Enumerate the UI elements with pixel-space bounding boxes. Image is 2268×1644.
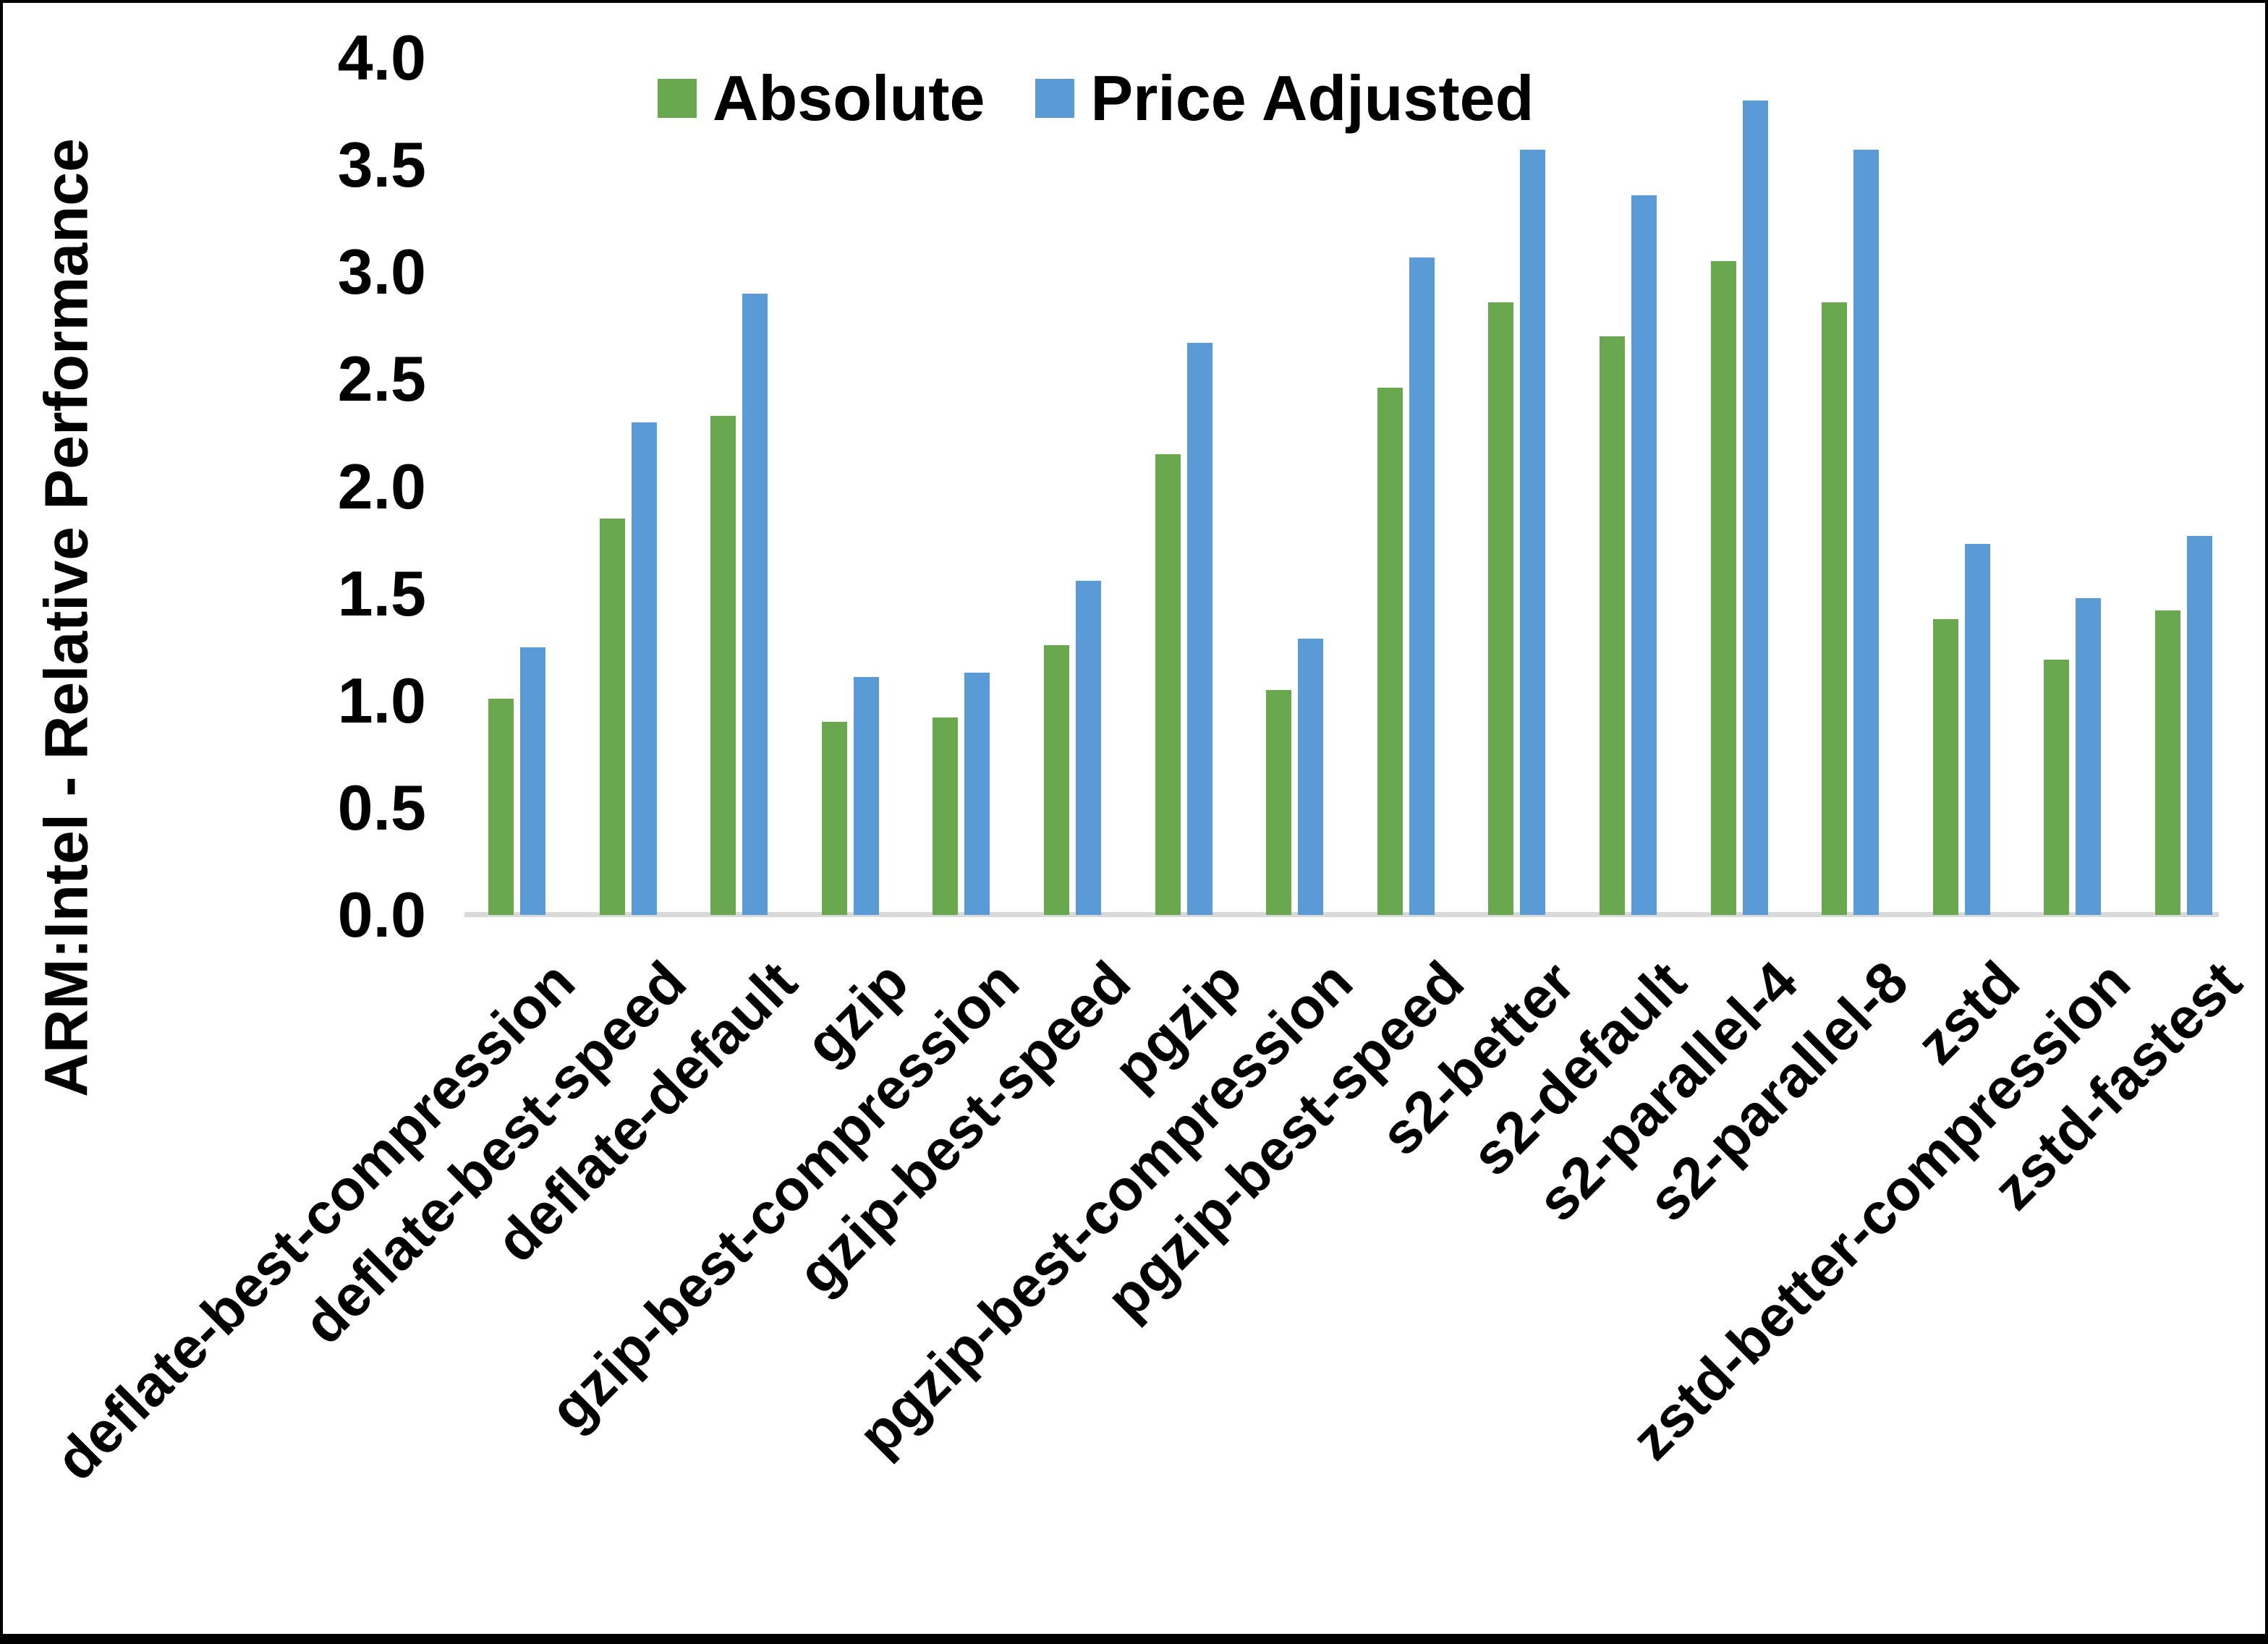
bar-absolute-gzip-best-speed xyxy=(1044,645,1069,915)
legend-item-absolute: Absolute xyxy=(658,67,985,130)
legend: Absolute Price Adjusted xyxy=(658,67,1534,130)
bar-price-adjusted-deflate-default xyxy=(742,294,768,915)
bar-price-adjusted-s2-parallel-4 xyxy=(1743,101,1768,915)
bar-price-adjusted-s2-parallel-8 xyxy=(1853,150,1879,915)
legend-label: Price Adjusted xyxy=(1090,62,1534,134)
bar-price-adjusted-gzip-best-speed xyxy=(1076,581,1101,915)
y-tick-label: 2.0 xyxy=(337,450,426,522)
bar-absolute-s2-parallel-4 xyxy=(1711,261,1736,915)
bar-absolute-deflate-best-compression xyxy=(488,699,514,915)
legend-label: Absolute xyxy=(713,62,985,134)
bar-price-adjusted-pgzip xyxy=(1187,343,1212,915)
bar-price-adjusted-s2-default xyxy=(1631,195,1657,915)
bar-absolute-gzip xyxy=(822,722,847,915)
legend-item-price-adjusted: Price Adjusted xyxy=(1035,67,1534,130)
bar-absolute-gzip-best-compression xyxy=(933,717,958,915)
bar-price-adjusted-gzip-best-compression xyxy=(964,673,990,915)
bar-absolute-zstd xyxy=(1933,619,1958,915)
y-tick-label: 3.0 xyxy=(337,236,426,308)
legend-swatch-icon xyxy=(658,79,697,118)
y-tick-label: 1.0 xyxy=(337,664,426,736)
bar-price-adjusted-deflate-best-speed xyxy=(632,422,657,915)
y-tick-label: 3.5 xyxy=(337,129,426,201)
x-axis-line xyxy=(464,912,2219,917)
bar-absolute-s2-default xyxy=(1600,336,1625,915)
bar-price-adjusted-zstd-fastest xyxy=(2187,536,2212,915)
bar-price-adjusted-gzip xyxy=(854,677,879,915)
bar-absolute-pgzip-best-compression xyxy=(1266,690,1291,915)
bar-absolute-zstd-fastest xyxy=(2155,610,2180,915)
bar-price-adjusted-s2-better xyxy=(1520,150,1545,915)
bar-absolute-s2-parallel-8 xyxy=(1822,302,1847,915)
bar-price-adjusted-zstd xyxy=(1965,544,1990,915)
y-tick-label: 0.0 xyxy=(337,879,426,950)
bar-absolute-zstd-better-compression xyxy=(2044,660,2069,915)
bar-price-adjusted-zstd-better-compression xyxy=(2076,598,2101,915)
y-tick-label: 2.5 xyxy=(337,343,426,415)
y-tick-label: 1.5 xyxy=(337,557,426,629)
y-tick-label: 4.0 xyxy=(337,22,426,93)
bar-price-adjusted-pgzip-best-speed xyxy=(1409,257,1435,915)
y-tick-label: 0.5 xyxy=(337,771,426,843)
bar-absolute-pgzip xyxy=(1155,454,1181,915)
bar-price-adjusted-deflate-best-compression xyxy=(520,647,545,915)
bar-absolute-pgzip-best-speed xyxy=(1377,388,1403,915)
legend-swatch-icon xyxy=(1035,79,1075,118)
bar-absolute-deflate-default xyxy=(710,416,736,915)
bar-absolute-s2-better xyxy=(1488,302,1513,915)
bar-price-adjusted-pgzip-best-compression xyxy=(1298,639,1323,915)
y-axis-title: ARM:Intel - Relative Performance xyxy=(32,138,101,1097)
bar-absolute-deflate-best-speed xyxy=(600,519,625,915)
